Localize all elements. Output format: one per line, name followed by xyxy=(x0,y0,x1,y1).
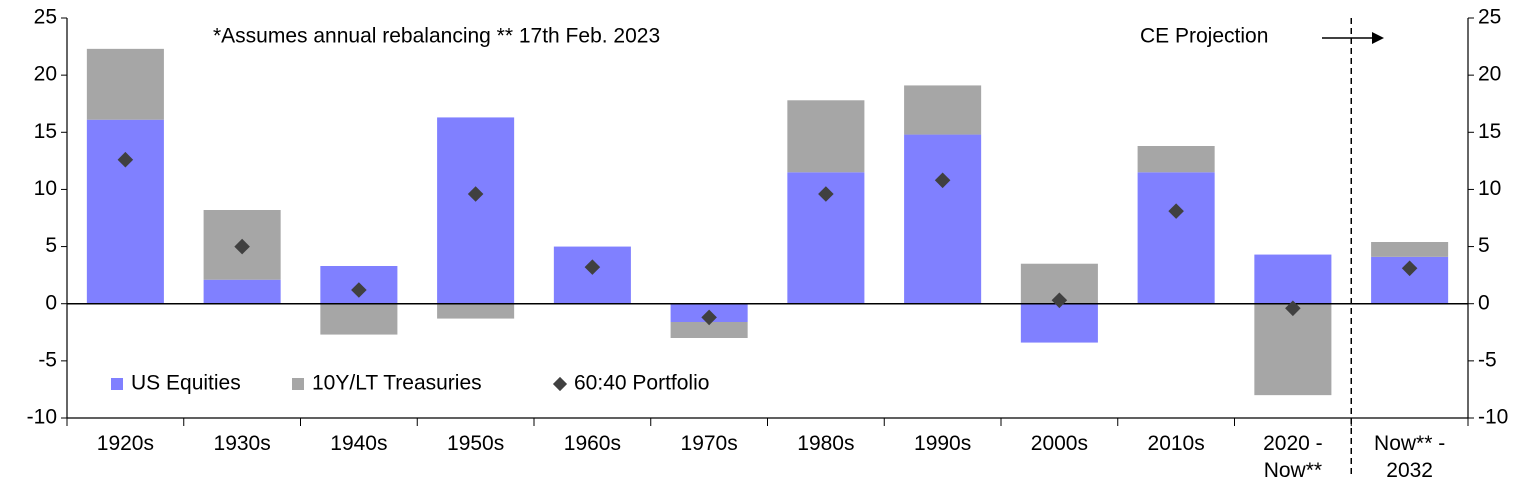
bar xyxy=(787,100,865,173)
legend-label: 10Y/LT Treasuries xyxy=(312,372,482,395)
x-tick-label: 1930s xyxy=(213,432,271,455)
y-tick-label: 25 xyxy=(34,6,57,29)
x-tick-label: 1960s xyxy=(563,432,621,455)
projection-arrowhead xyxy=(1372,32,1384,44)
x-tick-label: Now** - 2032 xyxy=(1374,432,1446,482)
bar xyxy=(904,134,982,304)
diamond-marker xyxy=(467,186,484,202)
bar xyxy=(86,48,164,120)
x-tick-label: 2020 - Now** xyxy=(1263,432,1323,482)
bar xyxy=(1137,146,1215,173)
bar xyxy=(553,246,631,304)
y-tick-label: 0 xyxy=(45,291,57,314)
x-tick-label: 1940s xyxy=(330,432,388,455)
y-tick-label: 5 xyxy=(45,234,57,257)
diamond-marker xyxy=(1401,260,1418,277)
x-tick-label: 2010s xyxy=(1147,432,1205,455)
annotation: *Assumes annual rebalancing ** 17th Feb.… xyxy=(213,25,660,48)
diamond-marker xyxy=(818,186,834,202)
bar xyxy=(320,303,398,335)
x-tick-label: 1920s xyxy=(96,432,154,455)
y2-tick-label: 5 xyxy=(1478,234,1490,257)
bar xyxy=(904,85,982,135)
y2-tick-label: 20 xyxy=(1478,63,1501,86)
bar xyxy=(1254,303,1332,396)
diamond-marker xyxy=(234,238,250,255)
bar xyxy=(1020,303,1098,343)
y-tick-label: 10 xyxy=(34,177,57,200)
legend-swatch xyxy=(111,378,123,390)
bar xyxy=(203,279,281,304)
x-tick-label: 1990s xyxy=(914,432,972,455)
bar xyxy=(1137,172,1215,304)
bar xyxy=(437,303,515,319)
y2-tick-label: 0 xyxy=(1478,291,1490,314)
y2-tick-label: -5 xyxy=(1478,348,1497,371)
legend-label: US Equities xyxy=(131,372,241,395)
diamond-marker xyxy=(117,151,134,168)
bar xyxy=(1371,242,1449,257)
diamond-marker xyxy=(1285,300,1301,317)
bar xyxy=(1254,254,1332,304)
y2-tick-label: -10 xyxy=(1478,406,1508,429)
y-tick-label: 15 xyxy=(34,120,57,143)
x-tick-label: 1970s xyxy=(680,432,738,455)
legend-label: 60:40 Portfolio xyxy=(574,372,709,395)
bar xyxy=(670,322,748,338)
annotation: CE Projection xyxy=(1140,25,1268,48)
legend-marker xyxy=(552,376,568,392)
x-tick-label: 2000s xyxy=(1030,432,1088,455)
y-tick-label: -5 xyxy=(38,348,57,371)
y-tick-label: 20 xyxy=(34,63,57,86)
x-tick-label: 1950s xyxy=(447,432,505,455)
bar xyxy=(86,119,164,304)
x-tick-label: 1980s xyxy=(797,432,855,455)
y2-tick-label: 25 xyxy=(1478,6,1501,29)
bar xyxy=(437,117,515,304)
diamond-marker xyxy=(1168,203,1184,219)
y-tick-label: -10 xyxy=(27,406,57,429)
diamond-marker xyxy=(1051,292,1068,309)
y2-tick-label: 10 xyxy=(1478,177,1501,200)
diamond-marker xyxy=(934,172,951,189)
y2-tick-label: 15 xyxy=(1478,120,1501,143)
legend-swatch xyxy=(292,378,304,390)
